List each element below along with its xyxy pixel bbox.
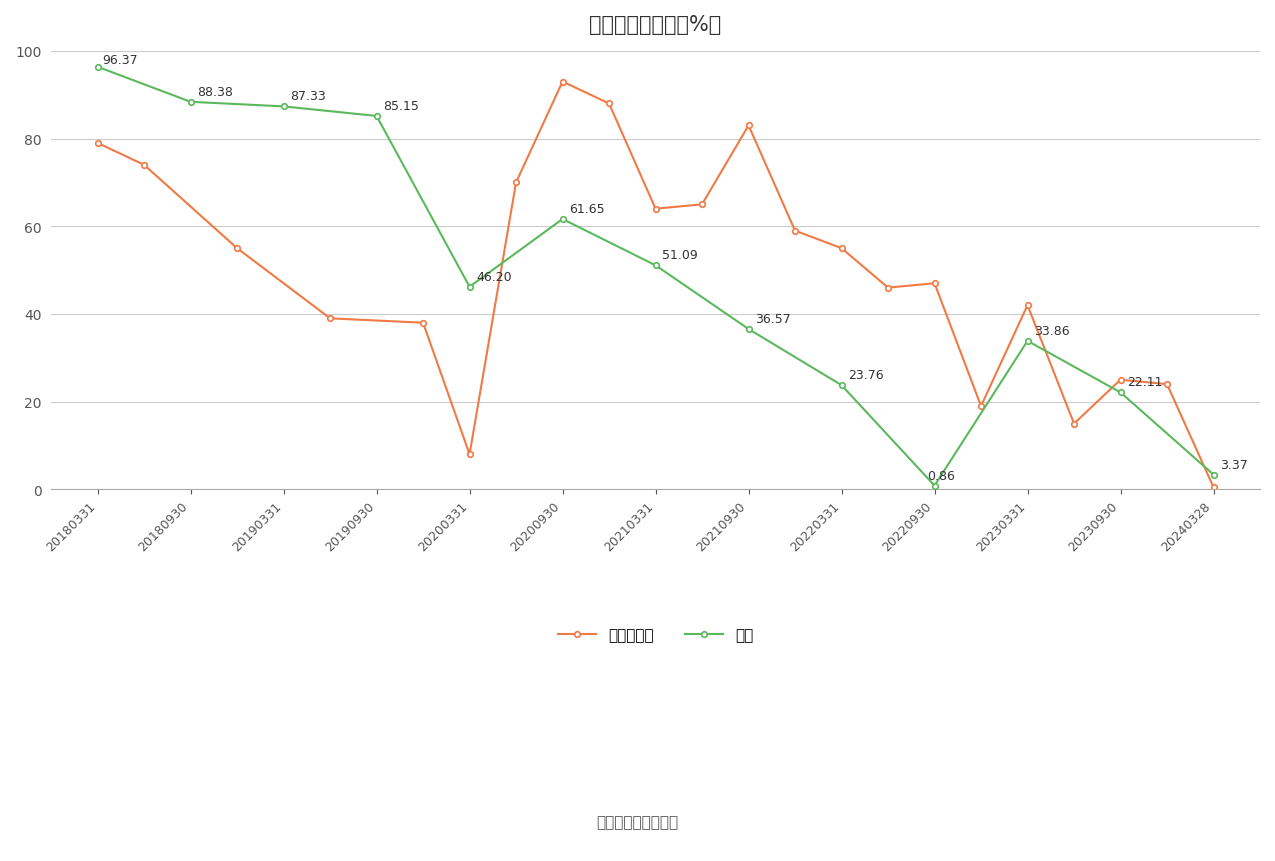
Text: 88.38: 88.38 xyxy=(198,86,233,99)
行业中位数 xyxy=(927,279,942,289)
Text: 33.86: 33.86 xyxy=(1034,325,1070,338)
行业中位数 xyxy=(788,226,803,237)
公司 xyxy=(1206,470,1221,480)
Text: 数据来源：恒生聚源: 数据来源：恒生聚源 xyxy=(597,815,678,829)
Text: 87.33: 87.33 xyxy=(291,90,326,103)
行业中位数 xyxy=(136,160,152,170)
公司 xyxy=(462,282,477,293)
Title: 市净率历史分位（%）: 市净率历史分位（%） xyxy=(589,15,722,35)
Text: 36.57: 36.57 xyxy=(756,313,792,325)
行业中位数 xyxy=(555,77,570,88)
行业中位数 xyxy=(1113,375,1128,386)
公司 xyxy=(555,214,570,225)
Text: 46.20: 46.20 xyxy=(477,270,513,283)
行业中位数 xyxy=(1206,482,1221,492)
行业中位数 xyxy=(834,244,849,254)
行业中位数 xyxy=(648,204,663,214)
公司 xyxy=(182,97,198,108)
Legend: 行业中位数, 公司: 行业中位数, 公司 xyxy=(552,622,760,648)
Text: 22.11: 22.11 xyxy=(1127,376,1163,389)
行业中位数 xyxy=(509,178,524,189)
Text: 3.37: 3.37 xyxy=(1220,458,1248,471)
行业中位数 xyxy=(741,121,756,132)
行业中位数 xyxy=(602,99,617,109)
公司 xyxy=(275,102,291,113)
行业中位数 xyxy=(323,313,338,324)
行业中位数 xyxy=(1159,380,1174,390)
公司 xyxy=(741,325,756,335)
行业中位数 xyxy=(1020,300,1035,311)
行业中位数 xyxy=(91,139,106,149)
行业中位数 xyxy=(695,200,710,210)
Text: 85.15: 85.15 xyxy=(384,100,419,113)
行业中位数 xyxy=(230,244,245,254)
Text: 0.86: 0.86 xyxy=(928,469,955,482)
公司 xyxy=(648,261,663,271)
公司 xyxy=(1113,387,1128,398)
Line: 行业中位数: 行业中位数 xyxy=(94,80,1216,491)
Text: 61.65: 61.65 xyxy=(570,203,606,216)
行业中位数 xyxy=(973,401,988,412)
行业中位数 xyxy=(462,449,477,460)
Text: 51.09: 51.09 xyxy=(663,249,699,262)
公司 xyxy=(1020,337,1035,347)
行业中位数 xyxy=(880,283,895,294)
行业中位数 xyxy=(1066,419,1081,430)
公司 xyxy=(368,112,384,122)
Text: 96.37: 96.37 xyxy=(102,53,138,66)
公司 xyxy=(927,480,942,491)
Line: 公司: 公司 xyxy=(94,65,1216,489)
公司 xyxy=(834,381,849,391)
公司 xyxy=(91,63,106,73)
Text: 23.76: 23.76 xyxy=(848,369,884,381)
行业中位数 xyxy=(416,319,431,329)
